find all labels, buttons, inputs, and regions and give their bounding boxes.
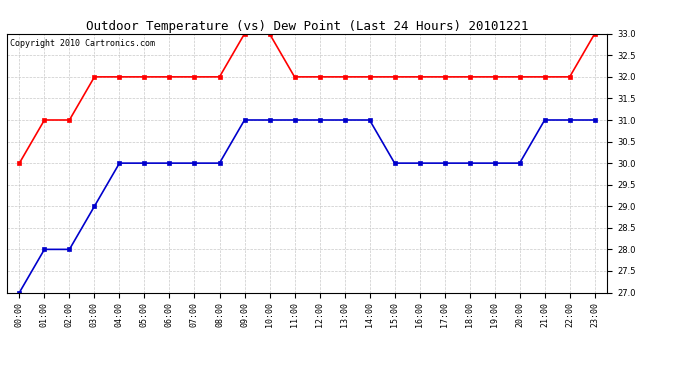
- Title: Outdoor Temperature (vs) Dew Point (Last 24 Hours) 20101221: Outdoor Temperature (vs) Dew Point (Last…: [86, 20, 529, 33]
- Text: Copyright 2010 Cartronics.com: Copyright 2010 Cartronics.com: [10, 39, 155, 48]
